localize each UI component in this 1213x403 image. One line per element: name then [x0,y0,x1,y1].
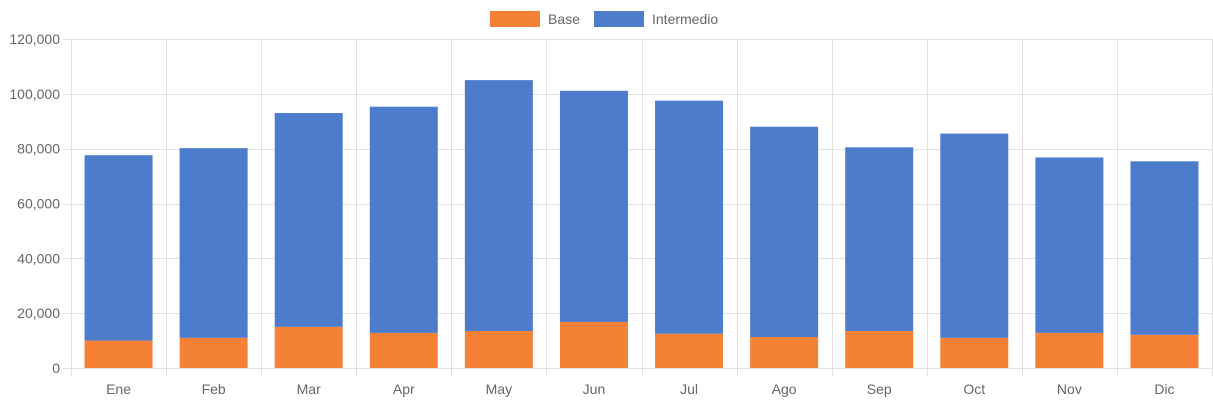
x-tick-label: Jul [680,381,698,397]
x-axis: Ene Feb Mar Apr May Jun Jul Ago Sep Oct Nov Dic [106,381,1174,397]
bar-base-nov[interactable] [1035,332,1104,368]
y-tick-label: 120,000 [9,31,60,47]
bar-intermedio-may[interactable] [464,80,533,331]
legend-item-base[interactable]: Base [490,11,580,27]
bar-base-feb[interactable] [179,337,248,368]
x-tick-label: Nov [1057,381,1082,397]
x-tick-label: May [486,381,512,397]
x-tick-label: Sep [867,381,892,397]
bar-base-ene[interactable] [84,340,153,368]
bar-base-apr[interactable] [369,332,438,368]
bar-intermedio-mar[interactable] [274,113,343,327]
x-tick-label: Mar [297,381,321,397]
legend: Base Intermedio [490,11,718,27]
x-tick-label: Apr [393,381,415,397]
x-tick-label: Oct [963,381,985,397]
y-tick-label: 100,000 [9,86,60,102]
bar-intermedio-jun[interactable] [559,90,628,322]
x-tick-label: Jun [583,381,606,397]
bar-base-mar[interactable] [274,326,343,368]
bar-base-jul[interactable] [655,333,724,368]
y-tick-label: 80,000 [17,141,60,157]
bar-intermedio-dic[interactable] [1130,161,1199,335]
bar-base-may[interactable] [464,330,533,368]
bar-intermedio-sep[interactable] [845,147,914,331]
x-tick-label: Ene [106,381,131,397]
legend-swatch-intermedio [594,11,644,27]
bar-intermedio-apr[interactable] [369,106,438,333]
bar-intermedio-feb[interactable] [179,148,248,338]
bar-base-jun[interactable] [559,321,628,368]
y-tick-label: 0 [52,360,60,376]
bar-base-dic[interactable] [1130,334,1199,368]
bar-intermedio-nov[interactable] [1035,157,1104,333]
legend-swatch-base [490,11,540,27]
bar-intermedio-ene[interactable] [84,155,153,341]
bar-base-oct[interactable] [940,337,1009,368]
x-tick-label: Dic [1154,381,1174,397]
y-tick-label: 20,000 [17,305,60,321]
x-tick-label: Ago [772,381,797,397]
bar-intermedio-oct[interactable] [940,133,1009,338]
legend-label-intermedio: Intermedio [652,11,718,27]
x-tick-label: Feb [202,381,226,397]
bars [84,80,1199,368]
y-axis: 0 20,000 40,000 60,000 80,000 100,000 120,000 [9,31,60,376]
bar-base-sep[interactable] [845,330,914,368]
y-tick-label: 60,000 [17,196,60,212]
bar-base-ago[interactable] [750,337,819,368]
bar-intermedio-jul[interactable] [655,100,724,334]
bar-intermedio-ago[interactable] [750,126,819,338]
y-tick-label: 40,000 [17,250,60,266]
grid [63,39,1213,376]
legend-item-intermedio[interactable]: Intermedio [594,11,718,27]
legend-label-base: Base [548,11,580,27]
